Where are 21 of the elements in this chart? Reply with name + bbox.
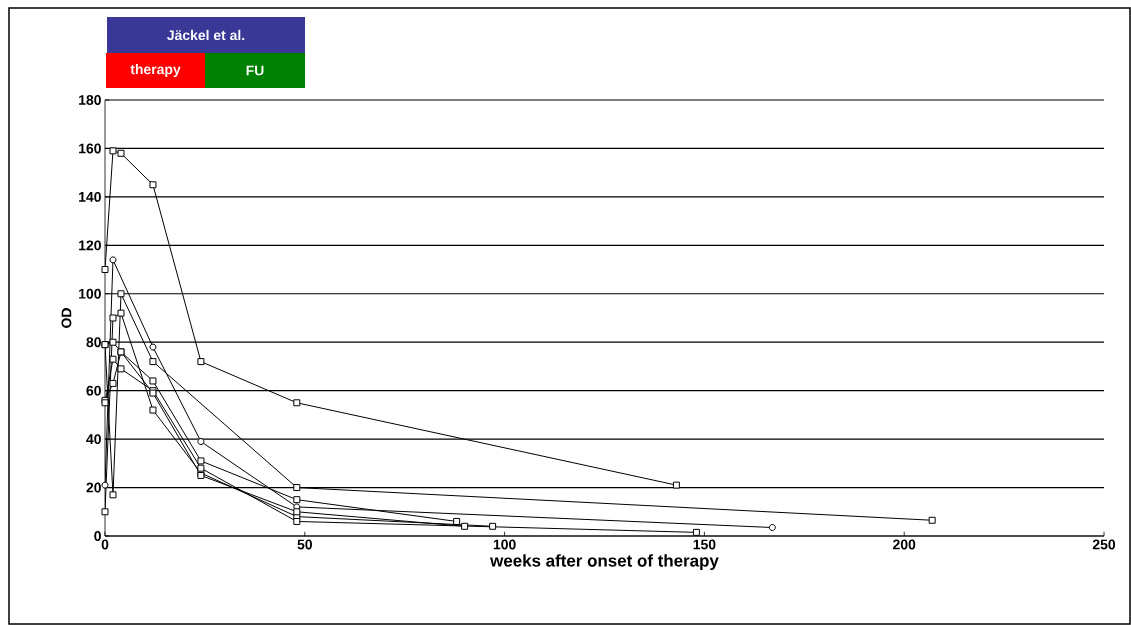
text: Jäckel et al. — [167, 29, 245, 41]
y-tick-label: 40 — [86, 434, 101, 445]
x-tick-label: 200 — [893, 539, 916, 550]
y-tick-label: 20 — [86, 482, 101, 493]
y-tick-label: 60 — [86, 385, 101, 396]
y-tick-label: 140 — [79, 191, 101, 202]
y-tick-label: 80 — [86, 337, 101, 348]
y-axis-title: OD — [61, 308, 72, 328]
x-axis-title: weeks after onset of therapy — [490, 554, 719, 571]
text: FU — [246, 65, 264, 76]
y-tick-label: 100 — [79, 288, 101, 299]
x-tick-label: 250 — [1092, 539, 1116, 550]
x-tick-label: 150 — [693, 539, 716, 550]
y-tick-label: 120 — [79, 240, 101, 251]
y-tick-label: 0 — [94, 531, 101, 541]
y-tick-label: 180 — [79, 95, 101, 105]
text: therapy — [130, 63, 181, 77]
x-tick-label: 50 — [297, 539, 312, 550]
x-tick-label: 100 — [493, 539, 516, 550]
x-tick-label: 0 — [101, 539, 109, 550]
y-tick-label: 160 — [79, 143, 101, 154]
